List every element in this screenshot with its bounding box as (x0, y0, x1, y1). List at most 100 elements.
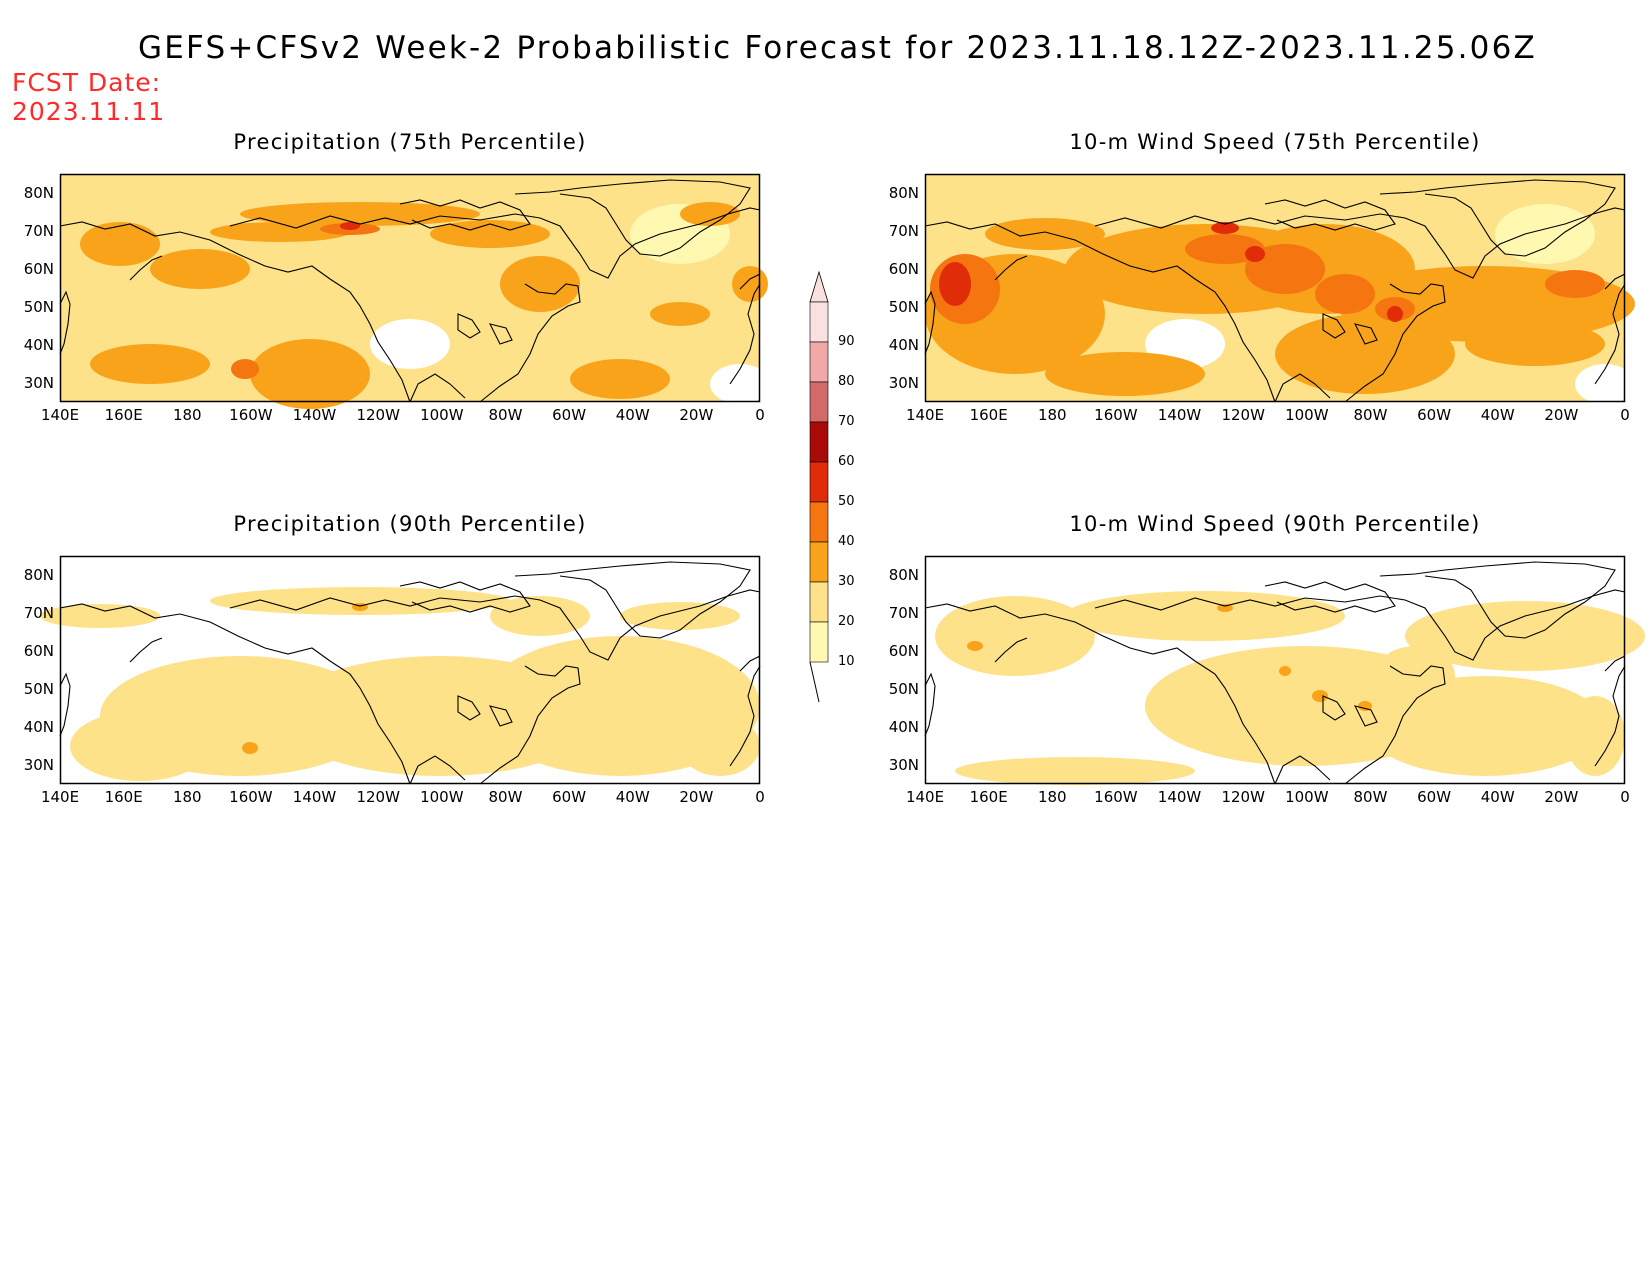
lon-tick-label: 60W (1417, 788, 1452, 806)
coastline (59, 603, 411, 785)
light-region (1495, 204, 1595, 264)
lat-tick-label: 80N (23, 184, 54, 202)
lon-tick-label: 140W (1157, 406, 1202, 424)
coastline (739, 273, 761, 290)
lat-tick-label: 50N (23, 680, 54, 698)
lat-tick-label: 30N (23, 756, 54, 774)
contour-region (500, 256, 580, 312)
colorbar-swatch (809, 541, 829, 583)
colorbar-label: 40 (838, 534, 855, 549)
lon-tick-label: 140E (40, 406, 80, 424)
lat-tick-label: 50N (888, 298, 919, 316)
coastline (739, 655, 761, 672)
map-frame (59, 173, 761, 403)
contour-region (1315, 274, 1375, 314)
lat-tick-label: 40N (23, 718, 54, 736)
coastline (924, 672, 936, 737)
coastline (488, 705, 513, 727)
colorbar-swatch (809, 581, 829, 623)
panel-wind-90: 10-m Wind Speed (90th Percentile) 80N 70N… (873, 512, 1645, 822)
contour-region (1217, 604, 1233, 612)
coastline (1274, 755, 1331, 785)
coastline (229, 589, 761, 661)
lon-tick-label: 140E (905, 406, 945, 424)
colorbar-label: 10 (838, 654, 855, 669)
panel-title: Precipitation (90th Percentile) (233, 512, 587, 536)
contour-region (1245, 246, 1265, 262)
coastline (514, 179, 751, 257)
contour-region (935, 596, 1095, 676)
lat-tick-label: 40N (888, 718, 919, 736)
lon-tick-label: 20W (1544, 788, 1579, 806)
lon-tick-label: 160W (229, 406, 273, 424)
colorbar-tail (809, 661, 820, 703)
contour-region (1211, 222, 1239, 234)
lon-tick-label: 180 (1037, 788, 1067, 806)
contour-region (1358, 701, 1372, 711)
lat-tick-label: 30N (888, 756, 919, 774)
coastline (129, 255, 163, 281)
lon-tick-label: 80W (1353, 788, 1388, 806)
lat-tick-label: 30N (23, 374, 54, 392)
contour-region (1279, 666, 1291, 676)
coastline (1353, 323, 1378, 345)
lon-tick-label: 120W (1221, 406, 1265, 424)
contour-region (1375, 646, 1455, 706)
contour-region (1245, 244, 1325, 294)
contour-region (240, 202, 480, 226)
lon-tick-label: 100W (1285, 406, 1329, 424)
contour-region (620, 602, 740, 630)
lon-tick-label: 160W (229, 788, 273, 806)
lon-tick-label: 160E (969, 788, 1008, 806)
lon-tick-label: 140W (292, 788, 337, 806)
coastline (457, 313, 481, 339)
coastline (1353, 705, 1378, 727)
coastline (1379, 561, 1616, 639)
lat-tick-label: 80N (23, 566, 54, 584)
coastline (488, 323, 513, 345)
lon-tick-label: 0 (755, 788, 765, 806)
forecast-date: FCST Date: 2023.11.11 (12, 68, 165, 126)
coastline (994, 255, 1028, 281)
coastline (994, 637, 1028, 663)
forecast-date-label: FCST Date: (12, 68, 162, 97)
panel-wind-75: 10-m Wind Speed (75th Percentile) 80N 70N… (873, 130, 1643, 440)
contour-region (1185, 234, 1265, 264)
lon-tick-label: 180 (172, 788, 202, 806)
forecast-date-value: 2023.11.11 (12, 97, 166, 126)
lon-tick-label: 20W (679, 788, 714, 806)
contour-region (1275, 314, 1455, 394)
coastline (1264, 199, 1396, 231)
map-frame (924, 173, 1626, 403)
lon-tick-label: 160W (1094, 406, 1138, 424)
coastline (1094, 207, 1626, 279)
contour-region (680, 716, 760, 776)
contour-region (1045, 352, 1205, 396)
coastline (924, 221, 1276, 403)
lon-tick-label: 80W (488, 406, 523, 424)
contour-region (1465, 322, 1605, 366)
coastline (399, 199, 531, 231)
contour-region (80, 222, 160, 266)
lat-tick-label: 30N (888, 374, 919, 392)
colorbar-swatch (809, 621, 829, 663)
lon-tick-label: 40W (615, 406, 650, 424)
colorbar-swatch (809, 341, 829, 383)
coastline (457, 695, 481, 721)
contour-region (650, 302, 710, 326)
contour-region (250, 339, 370, 409)
lon-tick-label: 160E (104, 406, 143, 424)
lon-tick-label: 0 (755, 406, 765, 424)
lat-tick-label: 70N (23, 222, 54, 240)
contour-region (40, 604, 160, 628)
lon-tick-label: 140W (1157, 788, 1202, 806)
map-plot (40, 555, 761, 785)
map-frame (59, 555, 761, 785)
lon-tick-label: 100W (420, 788, 464, 806)
contour-region (210, 222, 350, 242)
lon-tick-label: 0 (1620, 788, 1630, 806)
coastline (514, 561, 751, 639)
colorbar-label: 50 (838, 494, 855, 509)
map-plot (924, 173, 1635, 404)
lat-tick-label: 50N (888, 680, 919, 698)
